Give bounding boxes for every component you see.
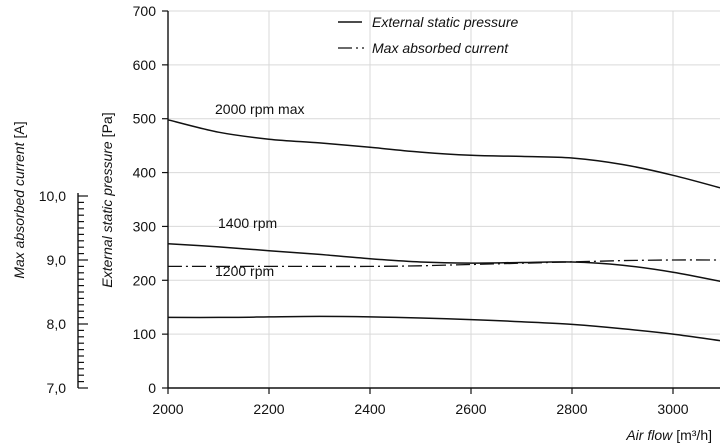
x-tick-label: 2200	[253, 401, 284, 417]
y-tick-label: 400	[133, 165, 157, 181]
y-tick-label: 100	[133, 326, 157, 342]
x-tick-label: 2800	[556, 401, 587, 417]
tick-labels: 0 100 200 300 400 500 600 700 2000 2200 2400 2600 28…	[39, 3, 689, 417]
grid	[168, 10, 720, 388]
x-tick-label: 2600	[455, 401, 486, 417]
axes	[77, 11, 720, 389]
y-axis-title: External static pressure[Pa]	[99, 112, 115, 287]
y-tick-label: 500	[133, 111, 157, 127]
y2-tick-label: 9,0	[47, 252, 67, 268]
y2-tick-label: 8,0	[47, 316, 67, 332]
y-tick-label: 200	[133, 272, 157, 288]
x-tick-label: 2000	[152, 401, 183, 417]
y2-tick-label: 10,0	[39, 188, 66, 204]
y-tick-label: 600	[133, 57, 157, 73]
series-labels: 2000 rpm max 1400 rpm 1200 rpm	[215, 101, 304, 279]
x-tick-label: 2400	[354, 401, 385, 417]
legend-label-current: Max absorbed current	[372, 40, 509, 56]
x-axis-title: Air flow [m³/h]	[625, 427, 712, 443]
series-line-max-absorbed-current	[168, 259, 720, 268]
legend-label-pressure: External static pressure	[372, 14, 518, 30]
y2-tick-label: 7,0	[47, 380, 67, 396]
series-label-2000-rpm-max: 2000 rpm max	[215, 101, 304, 117]
series-label-1200-rpm: 1200 rpm	[215, 263, 274, 279]
y-tick-label: 0	[148, 380, 156, 396]
y2-axis-title: Max absorbed current[A]	[11, 121, 27, 278]
series-line-2000-rpm-max	[167, 119, 720, 189]
legend: External static pressure Max absorbed cu…	[338, 14, 518, 56]
curves	[167, 119, 720, 342]
y-tick-label: 300	[133, 218, 157, 234]
y-tick-label: 700	[133, 3, 157, 19]
x-tick-label: 3000	[657, 401, 688, 417]
series-line-1400-rpm	[167, 242, 720, 282]
series-label-1400-rpm: 1400 rpm	[218, 215, 277, 231]
series-line-1200-rpm	[167, 315, 720, 342]
